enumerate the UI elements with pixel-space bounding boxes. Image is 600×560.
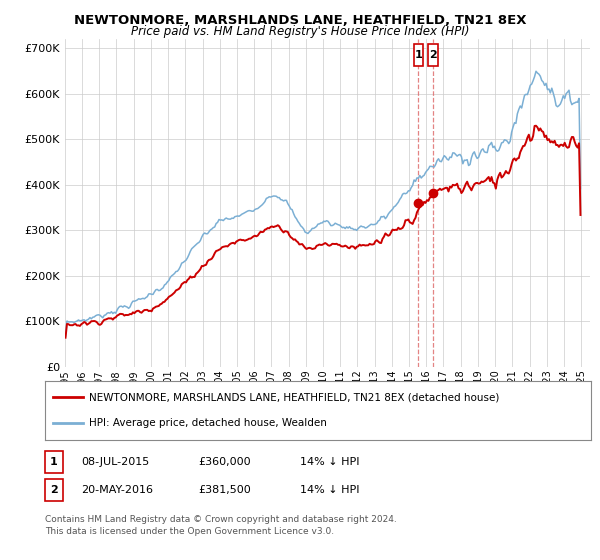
Text: 2: 2 [429,50,437,60]
Text: 14% ↓ HPI: 14% ↓ HPI [300,457,359,467]
Text: 08-JUL-2015: 08-JUL-2015 [81,457,149,467]
Text: 1: 1 [415,50,422,60]
Text: This data is licensed under the Open Government Licence v3.0.: This data is licensed under the Open Gov… [45,528,334,536]
Text: 14% ↓ HPI: 14% ↓ HPI [300,485,359,495]
Text: NEWTONMORE, MARSHLANDS LANE, HEATHFIELD, TN21 8EX: NEWTONMORE, MARSHLANDS LANE, HEATHFIELD,… [74,14,526,27]
Text: HPI: Average price, detached house, Wealden: HPI: Average price, detached house, Weal… [89,418,326,428]
Text: Contains HM Land Registry data © Crown copyright and database right 2024.: Contains HM Land Registry data © Crown c… [45,515,397,524]
Text: Price paid vs. HM Land Registry's House Price Index (HPI): Price paid vs. HM Land Registry's House … [131,25,469,38]
Text: 20-MAY-2016: 20-MAY-2016 [81,485,153,495]
FancyBboxPatch shape [428,44,437,66]
Text: NEWTONMORE, MARSHLANDS LANE, HEATHFIELD, TN21 8EX (detached house): NEWTONMORE, MARSHLANDS LANE, HEATHFIELD,… [89,392,499,402]
Text: 2: 2 [50,485,58,495]
FancyBboxPatch shape [413,44,423,66]
Text: £360,000: £360,000 [198,457,251,467]
Text: 1: 1 [50,457,58,467]
Text: £381,500: £381,500 [198,485,251,495]
